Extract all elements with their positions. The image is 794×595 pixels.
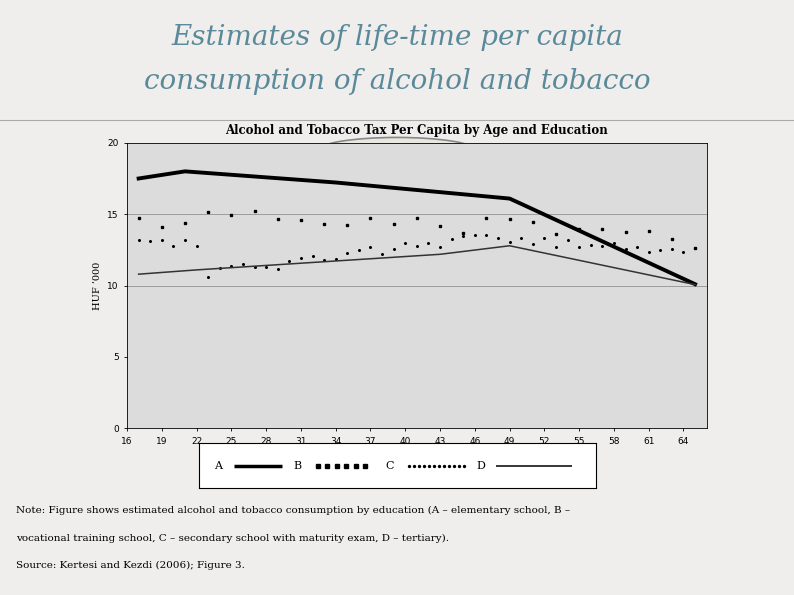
Text: D: D bbox=[476, 461, 485, 471]
Text: vocational training school, C – secondary school with maturity exam, D – tertiar: vocational training school, C – secondar… bbox=[16, 534, 449, 543]
Text: Source: Kertesi and Kezdi (2006); Figure 3.: Source: Kertesi and Kezdi (2006); Figure… bbox=[16, 560, 245, 570]
Text: Note: Figure shows estimated alcohol and tobacco consumption by education (A – e: Note: Figure shows estimated alcohol and… bbox=[16, 506, 570, 515]
Text: C: C bbox=[385, 461, 394, 471]
Text: 21: 21 bbox=[388, 143, 406, 158]
Text: consumption of alcohol and tobacco: consumption of alcohol and tobacco bbox=[144, 68, 650, 95]
Y-axis label: HUF ’000: HUF ’000 bbox=[93, 261, 102, 310]
Text: B: B bbox=[294, 461, 302, 471]
Text: Estimates of life-time per capita: Estimates of life-time per capita bbox=[172, 24, 622, 51]
Title: Alcohol and Tobacco Tax Per Capita by Age and Education: Alcohol and Tobacco Tax Per Capita by Ag… bbox=[225, 124, 608, 137]
Circle shape bbox=[318, 137, 476, 164]
X-axis label: AGE: AGE bbox=[404, 451, 430, 461]
Text: A: A bbox=[214, 461, 222, 471]
